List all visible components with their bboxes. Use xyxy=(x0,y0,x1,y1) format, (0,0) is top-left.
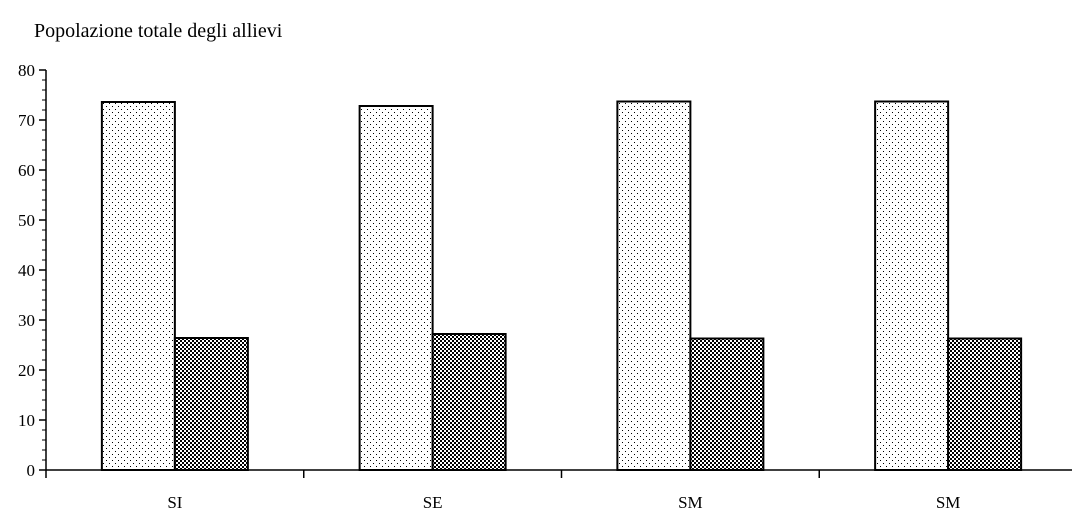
y-tick-label: 10 xyxy=(18,411,35,430)
x-axis: SI SE SM SM xyxy=(45,469,1072,512)
y-tick-label: 50 xyxy=(18,211,35,230)
bar-checkered xyxy=(947,337,1023,471)
x-category-label: SM xyxy=(678,493,703,512)
chart-title: Popolazione totale degli allievi xyxy=(34,20,283,42)
x-category-label: SM xyxy=(936,493,961,512)
bars-group xyxy=(100,100,1023,471)
y-tick-label: 70 xyxy=(18,111,35,130)
y-tick-label: 0 xyxy=(27,461,36,480)
y-tick-label: 30 xyxy=(18,311,35,330)
bar-dotted xyxy=(358,105,434,471)
bar-dotted xyxy=(616,100,692,471)
bar-dotted xyxy=(874,100,950,471)
y-tick-label: 40 xyxy=(18,261,35,280)
y-axis: 0 10 20 30 40 50 60 70 80 xyxy=(18,61,47,480)
y-tick-label: 20 xyxy=(18,361,35,380)
x-category-label: SI xyxy=(167,493,182,512)
y-tick-label: 60 xyxy=(18,161,35,180)
bar-dotted xyxy=(100,101,176,471)
x-category-label: SE xyxy=(423,493,443,512)
bar-checkered xyxy=(173,337,249,471)
bar-checkered xyxy=(689,337,765,471)
y-tick-label: 80 xyxy=(18,61,35,80)
bar-checkered xyxy=(431,333,507,471)
